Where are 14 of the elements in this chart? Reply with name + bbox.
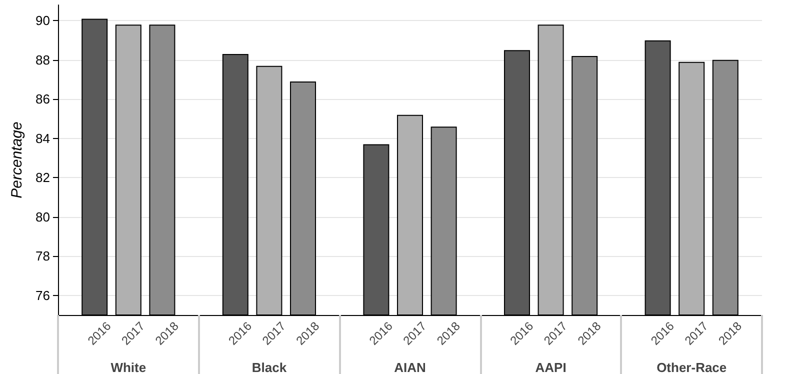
y-tick-label: 78 — [36, 248, 50, 264]
y-tick-label: 90 — [36, 13, 50, 28]
y-tick-label: 82 — [36, 170, 50, 186]
y-tick-label: 76 — [36, 288, 50, 303]
y-tick-label: 86 — [36, 92, 50, 107]
x-tick-label: AIAN — [394, 360, 426, 374]
x-tick-label: Black — [252, 360, 288, 374]
x-tick-label: AAPI — [535, 360, 566, 374]
y-tick-label: 84 — [36, 130, 50, 146]
x-tick-label: Other-Race — [656, 360, 727, 374]
y-axis-title: Percentage — [8, 122, 26, 198]
x-tick-label: White — [110, 360, 146, 374]
y-tick-label: 88 — [36, 52, 50, 68]
y-tick-label: 80 — [36, 209, 50, 224]
